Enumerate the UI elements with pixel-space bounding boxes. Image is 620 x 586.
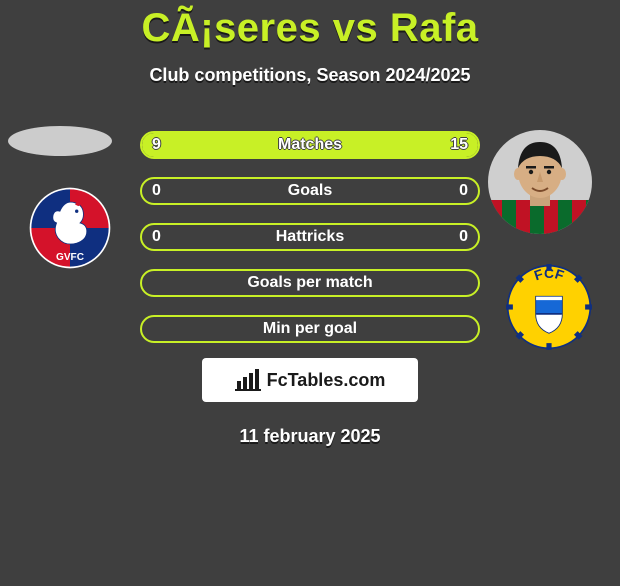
- stat-value-right: 0: [459, 182, 468, 200]
- stat-value-left: 0: [152, 228, 161, 246]
- stat-value-left: 9: [152, 136, 161, 154]
- player-left-avatar: [8, 126, 112, 156]
- svg-text:GVFC: GVFC: [56, 252, 84, 263]
- stat-row: Hattricks0 0: [140, 223, 480, 251]
- subtitle: Club competitions, Season 2024/2025: [0, 65, 620, 86]
- stat-label: Hattricks: [142, 228, 478, 246]
- stats-panel: Matches915Goals00Hattricks00Goals per ma…: [140, 131, 480, 361]
- club-left-logo: GVFC: [28, 186, 112, 270]
- stat-value-left: 0: [152, 182, 161, 200]
- stat-row: Min per goal: [140, 315, 480, 343]
- bar-right: [266, 133, 478, 157]
- bar-chart-icon: [235, 369, 261, 391]
- stat-row: Goals per match: [140, 269, 480, 297]
- club-right-logo: FCF: [506, 264, 592, 350]
- stat-value-right: 0: [459, 228, 468, 246]
- stat-row: Matches915: [140, 131, 480, 159]
- stat-label: Goals per match: [142, 274, 478, 292]
- watermark: FcTables.com: [202, 358, 418, 402]
- svg-text:FCF: FCF: [532, 266, 565, 284]
- stat-label: Min per goal: [142, 320, 478, 338]
- stat-value-right: 15: [450, 136, 468, 154]
- watermark-text: FcTables.com: [267, 370, 386, 391]
- player-right-avatar: [488, 130, 592, 234]
- stat-label: Goals: [142, 182, 478, 200]
- stat-row: Goals0 0: [140, 177, 480, 205]
- date: 11 february 2025: [0, 426, 620, 447]
- page-title: CÃ¡seres vs Rafa: [0, 6, 620, 51]
